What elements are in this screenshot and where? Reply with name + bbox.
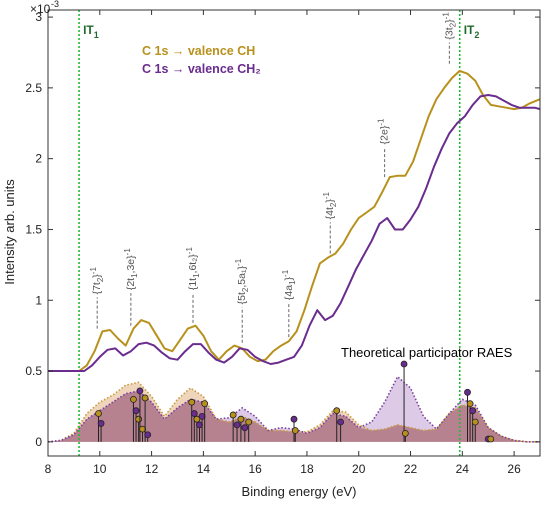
plot-background [48,10,540,456]
axes: 8 10 12 14 16 18 20 22 24 26 0 0.5 1 1.5 2 2.5 3 [25,9,541,476]
stick-marker-22 [333,407,341,415]
stick-marker-3 [132,407,140,415]
annotation-label-3: {5t2,5a₁}-1 [234,258,250,304]
legend: C 1s → valence CH C 1s → valence CH₂ [142,44,261,76]
annotation-label-1: {2t1,3e}-1 [123,248,139,290]
svg-text:×10: ×10 [30,2,51,16]
stick-marker-28 [469,407,477,415]
stick-marker-26 [464,388,471,396]
y-tick-label-3: 1.5 [25,222,42,236]
x-tick-label-1: 10 [93,462,107,476]
x-tick-label-7: 22 [404,462,418,476]
y-exponent-label: ×10 -3 [30,0,59,16]
stick-marker-7 [141,394,149,402]
stick-marker-23 [337,418,345,426]
stick-marker-24 [400,360,408,368]
stick-marker-27 [466,400,474,408]
stick-marker-15 [229,411,237,419]
stick-marker-18 [241,424,249,432]
stick-marker-25 [401,429,409,437]
ch2-band-outline [47,375,540,443]
theoretical-sticks [95,360,495,443]
x-tick-label-9: 26 [507,462,521,476]
stick-marker-5 [136,387,144,395]
y-tick-label-6: 3 [35,10,42,24]
stick-marker-11 [193,415,201,423]
legend-entry-ch2: C 1s → valence CH₂ [142,62,261,76]
x-tick-label-6: 20 [352,462,366,476]
stick-marker-20 [290,415,298,423]
y-tick-label-5: 2.5 [25,81,42,95]
x-axis-title: Binding energy (eV) [242,484,357,499]
annotation-label-4: {4a1}-1 [281,269,297,300]
stick-marker-2 [130,395,137,403]
overlap-band-area [48,390,540,442]
orbital-annotations: {7t2}-1{2t1,3e}-1{1t1,6t₂}-1{5t2,5a₁}-1{… [89,12,457,343]
y-tick-label-1: 0.5 [25,364,42,378]
stick-marker-9 [188,398,196,406]
stick-marker-14 [201,400,209,408]
x-tick-label-8: 24 [456,462,470,476]
y-tick-label-2: 1 [35,293,42,307]
x-tick-label-0: 8 [45,462,52,476]
y-tick-label-4: 2 [35,152,42,166]
series-line-2 [48,94,541,372]
x-tick-label-2: 12 [145,462,159,476]
x-tick-label-4: 16 [248,462,262,476]
series-lines [48,69,541,372]
y-tick-label-0: 0 [35,435,42,449]
stick-marker-8 [144,431,152,439]
stick-marker-10 [190,410,198,417]
svg-text:-3: -3 [51,0,59,9]
stick-marker-31 [487,435,495,443]
stick-marker-29 [471,418,479,426]
legend-entry-ch: C 1s → valence CH [142,44,255,58]
x-tick-label-5: 18 [300,462,314,476]
stick-marker-17 [237,415,245,423]
x-tick-label-3: 14 [197,462,211,476]
plot-frame [47,9,541,457]
plot-area [48,10,540,456]
theoretical-label: Theoretical participator RAES [341,345,513,360]
stick-marker-0 [95,410,102,417]
stick-marker-1 [97,420,105,427]
annotation-label-2: {1t1,6t₂}-1 [185,247,201,291]
stick-marker-21 [291,427,299,434]
stick-marker-19 [245,418,253,426]
stick-marker-16 [233,421,241,429]
series-line-1 [48,69,541,372]
stick-marker-4 [135,415,143,423]
y-axis-title: Intensity arb. units [2,179,17,285]
